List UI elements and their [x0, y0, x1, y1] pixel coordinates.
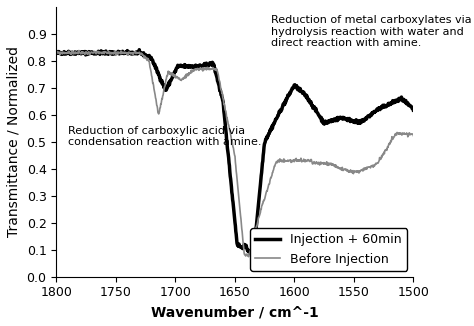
- Line: Injection + 60min: Injection + 60min: [56, 50, 413, 260]
- Injection + 60min: [147, 55, 153, 59]
- Injection + 60min: [54, 51, 59, 54]
- Injection + 60min: [323, 119, 329, 123]
- Line: Before Injection: Before Injection: [56, 51, 413, 257]
- Before Injection: [147, 62, 153, 66]
- Injection + 60min: [206, 62, 212, 66]
- Before Injection: [93, 50, 99, 53]
- Before Injection: [206, 66, 212, 70]
- Legend: Injection + 60min, Before Injection: Injection + 60min, Before Injection: [250, 228, 407, 271]
- Before Injection: [363, 167, 368, 170]
- X-axis label: Wavenumber / cm^-1: Wavenumber / cm^-1: [151, 305, 319, 319]
- Before Injection: [246, 255, 251, 259]
- Injection + 60min: [410, 108, 416, 112]
- Text: Reduction of metal carboxylates via
hydrolysis reaction with water and
direct re: Reduction of metal carboxylates via hydr…: [271, 15, 471, 48]
- Injection + 60min: [250, 259, 255, 262]
- Injection + 60min: [309, 102, 314, 106]
- Text: Reduction of carboxylic acid via
condensation reaction with amine.: Reduction of carboxylic acid via condens…: [68, 126, 262, 147]
- Before Injection: [323, 162, 329, 166]
- Injection + 60min: [92, 51, 98, 55]
- Before Injection: [309, 157, 314, 161]
- Injection + 60min: [137, 48, 142, 52]
- Injection + 60min: [363, 117, 368, 121]
- Before Injection: [54, 51, 59, 55]
- Y-axis label: Transmittance / Normalized: Transmittance / Normalized: [7, 46, 21, 237]
- Before Injection: [76, 49, 82, 52]
- Before Injection: [410, 134, 416, 138]
